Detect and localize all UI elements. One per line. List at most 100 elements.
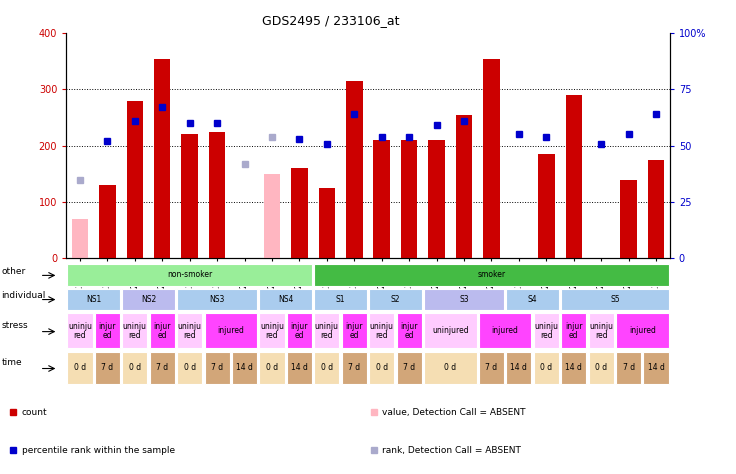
Bar (95, 313, 120, 348)
Bar (534, 352, 559, 383)
Bar (122, 352, 147, 383)
Bar (232, 352, 257, 383)
Text: 7 d: 7 d (211, 364, 223, 372)
Text: injur
ed: injur ed (345, 322, 363, 340)
Bar (616, 313, 669, 348)
Text: injur
ed: injur ed (565, 322, 582, 340)
Bar (95, 352, 120, 383)
Bar (342, 313, 367, 348)
Text: S2: S2 (391, 295, 400, 303)
Text: other: other (1, 267, 26, 276)
Bar (99, 185, 116, 258)
Text: S4: S4 (528, 295, 537, 303)
Text: 14 d: 14 d (511, 364, 527, 372)
Bar (616, 352, 641, 383)
Text: S1: S1 (336, 295, 345, 303)
Text: 0 d: 0 d (129, 364, 141, 372)
Bar (648, 160, 665, 258)
Text: NS1: NS1 (86, 295, 102, 303)
Bar (182, 135, 198, 258)
Text: S5: S5 (610, 295, 620, 303)
Text: NS2: NS2 (141, 295, 156, 303)
Bar (314, 264, 669, 286)
Bar (561, 289, 669, 310)
Bar (484, 58, 500, 258)
Text: injur
ed: injur ed (99, 322, 116, 340)
Text: uninju
red: uninju red (260, 322, 284, 340)
Text: 7 d: 7 d (403, 364, 415, 372)
Bar (565, 95, 582, 258)
Bar (319, 188, 335, 258)
Bar (67, 264, 312, 286)
Text: 0 d: 0 d (266, 364, 278, 372)
Text: 14 d: 14 d (236, 364, 253, 372)
Bar (369, 313, 394, 348)
Bar (534, 313, 559, 348)
Text: 0 d: 0 d (321, 364, 333, 372)
Text: GDS2495 / 233106_at: GDS2495 / 233106_at (263, 14, 400, 27)
Text: 0 d: 0 d (74, 364, 86, 372)
Bar (456, 115, 473, 258)
Bar (314, 289, 367, 310)
Bar (287, 352, 312, 383)
Text: value, Detection Call = ABSENT: value, Detection Call = ABSENT (383, 408, 526, 417)
Bar (589, 352, 614, 383)
Bar (538, 154, 554, 258)
Text: time: time (1, 358, 22, 367)
Text: rank, Detection Call = ABSENT: rank, Detection Call = ABSENT (383, 446, 521, 455)
Bar (127, 100, 143, 258)
Text: 14 d: 14 d (565, 364, 582, 372)
Bar (291, 168, 308, 258)
Bar (424, 352, 477, 383)
Bar (149, 352, 175, 383)
Bar (67, 289, 120, 310)
Text: 0 d: 0 d (445, 364, 456, 372)
Text: 0 d: 0 d (595, 364, 607, 372)
Bar (314, 352, 339, 383)
Bar (506, 352, 531, 383)
Bar (506, 289, 559, 310)
Bar (259, 289, 312, 310)
Text: injur
ed: injur ed (400, 322, 418, 340)
Bar (177, 289, 257, 310)
Bar (369, 352, 394, 383)
Text: uninju
red: uninju red (369, 322, 394, 340)
Bar (154, 58, 171, 258)
Bar (205, 313, 257, 348)
Bar (287, 313, 312, 348)
Bar (67, 352, 93, 383)
Text: injur
ed: injur ed (291, 322, 308, 340)
Text: NS4: NS4 (278, 295, 294, 303)
Text: individual: individual (1, 291, 46, 300)
Text: stress: stress (1, 321, 28, 329)
Text: NS3: NS3 (210, 295, 224, 303)
Text: uninjured: uninjured (432, 327, 469, 335)
Text: uninju
red: uninju red (177, 322, 202, 340)
Text: 0 d: 0 d (540, 364, 553, 372)
Bar (259, 313, 285, 348)
Bar (71, 219, 88, 258)
Bar (177, 313, 202, 348)
Text: 7 d: 7 d (102, 364, 113, 372)
Text: uninju
red: uninju red (315, 322, 339, 340)
Bar (428, 140, 445, 258)
Bar (561, 313, 587, 348)
Bar (620, 180, 637, 258)
Text: S3: S3 (459, 295, 469, 303)
Text: 14 d: 14 d (648, 364, 665, 372)
Bar (149, 313, 175, 348)
Text: uninju
red: uninju red (534, 322, 559, 340)
Text: count: count (22, 408, 47, 417)
Bar (424, 313, 477, 348)
Bar (259, 352, 285, 383)
Text: percentile rank within the sample: percentile rank within the sample (22, 446, 175, 455)
Bar (643, 352, 669, 383)
Text: 7 d: 7 d (623, 364, 634, 372)
Text: 7 d: 7 d (156, 364, 169, 372)
Text: 7 d: 7 d (485, 364, 498, 372)
Text: uninju
red: uninju red (123, 322, 146, 340)
Bar (424, 289, 504, 310)
Bar (369, 289, 422, 310)
Text: non-smoker: non-smoker (167, 271, 212, 279)
Bar (397, 313, 422, 348)
